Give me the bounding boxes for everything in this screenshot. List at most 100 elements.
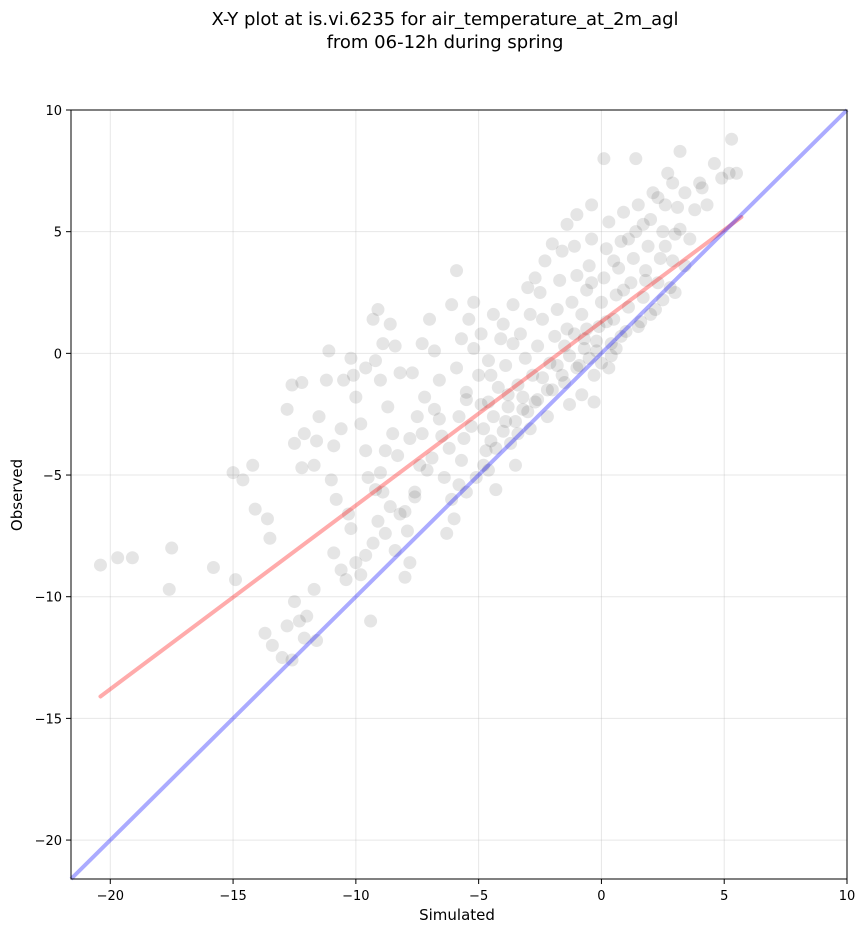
- data-point: [521, 405, 535, 419]
- data-point: [459, 393, 473, 407]
- data-point: [292, 614, 306, 628]
- data-point: [260, 512, 274, 526]
- data-point: [604, 349, 618, 363]
- data-point: [359, 444, 373, 458]
- data-point: [648, 303, 662, 317]
- data-point: [577, 332, 591, 346]
- data-point: [629, 225, 643, 239]
- data-point: [504, 436, 518, 450]
- y-axis-label: Observed: [8, 459, 26, 531]
- data-point: [656, 293, 670, 307]
- data-point: [378, 444, 392, 458]
- data-point: [577, 341, 591, 355]
- data-point: [567, 239, 581, 253]
- data-point: [626, 251, 640, 265]
- data-point: [707, 157, 721, 171]
- data-point: [533, 286, 547, 300]
- y-tick-label: −10: [35, 591, 62, 606]
- data-point: [459, 385, 473, 399]
- data-point: [162, 582, 176, 596]
- data-point: [486, 410, 500, 424]
- data-point: [496, 317, 510, 331]
- data-point: [602, 361, 616, 375]
- data-point: [688, 203, 702, 217]
- x-tick-label: 5: [720, 889, 728, 904]
- data-point: [550, 359, 564, 373]
- data-point: [334, 422, 348, 436]
- data-point: [543, 356, 557, 370]
- data-point: [540, 383, 554, 397]
- chart-title: X-Y plot at is.vi.6235 for air_temperatu…: [211, 9, 678, 53]
- data-point: [671, 200, 685, 214]
- y-tick-label: −20: [35, 834, 62, 849]
- data-point: [528, 395, 542, 409]
- data-point: [442, 441, 456, 455]
- data-point: [344, 351, 358, 365]
- data-point: [369, 354, 383, 368]
- data-point: [521, 281, 535, 295]
- data-point: [327, 439, 341, 453]
- data-point: [275, 651, 289, 665]
- data-point: [462, 312, 476, 326]
- data-point: [287, 595, 301, 609]
- data-point: [403, 432, 417, 446]
- data-point: [467, 341, 481, 355]
- data-point: [516, 402, 530, 416]
- data-point: [528, 271, 542, 285]
- data-point: [523, 422, 537, 436]
- data-point: [678, 259, 692, 273]
- data-point: [454, 453, 468, 467]
- chart-title-line-2: from 06-12h during spring: [327, 32, 564, 53]
- y-tick-label: 5: [54, 226, 62, 241]
- data-point: [516, 390, 530, 404]
- data-point: [391, 449, 405, 463]
- data-point: [651, 276, 665, 290]
- data-points: [93, 132, 743, 667]
- data-point: [575, 388, 589, 402]
- data-point: [597, 152, 611, 166]
- data-point: [545, 383, 559, 397]
- data-point: [646, 186, 660, 200]
- data-point: [408, 485, 422, 499]
- data-point: [695, 181, 709, 195]
- data-point: [531, 339, 545, 353]
- data-point: [310, 634, 324, 648]
- data-point: [570, 208, 584, 222]
- data-point: [486, 307, 500, 321]
- data-point: [673, 144, 687, 158]
- data-point: [450, 361, 464, 375]
- data-point: [312, 410, 326, 424]
- data-point: [607, 312, 621, 326]
- data-point: [639, 273, 653, 287]
- x-tick-label: −5: [469, 889, 488, 904]
- data-point: [496, 424, 510, 438]
- data-point: [535, 371, 549, 385]
- data-point: [322, 344, 336, 358]
- data-point: [526, 368, 540, 382]
- data-point: [400, 524, 414, 538]
- chart-title-line-1: X-Y plot at is.vi.6235 for air_temperatu…: [211, 9, 678, 30]
- data-point: [464, 419, 478, 433]
- data-point: [263, 531, 277, 545]
- data-point: [570, 268, 584, 282]
- data-point: [619, 324, 633, 338]
- data-point: [334, 563, 348, 577]
- data-point: [604, 337, 618, 351]
- data-point: [452, 410, 466, 424]
- data-point: [280, 402, 294, 416]
- data-point: [359, 548, 373, 562]
- data-point: [641, 239, 655, 253]
- data-point: [285, 653, 299, 667]
- data-point: [373, 373, 387, 387]
- data-point: [585, 232, 599, 246]
- data-point: [359, 361, 373, 375]
- data-point: [572, 359, 586, 373]
- data-point: [327, 546, 341, 560]
- data-point: [324, 473, 338, 487]
- data-point: [658, 198, 672, 212]
- data-point: [376, 485, 390, 499]
- data-point: [609, 288, 623, 302]
- data-point: [644, 213, 658, 227]
- data-point: [484, 434, 498, 448]
- data-point: [678, 186, 692, 200]
